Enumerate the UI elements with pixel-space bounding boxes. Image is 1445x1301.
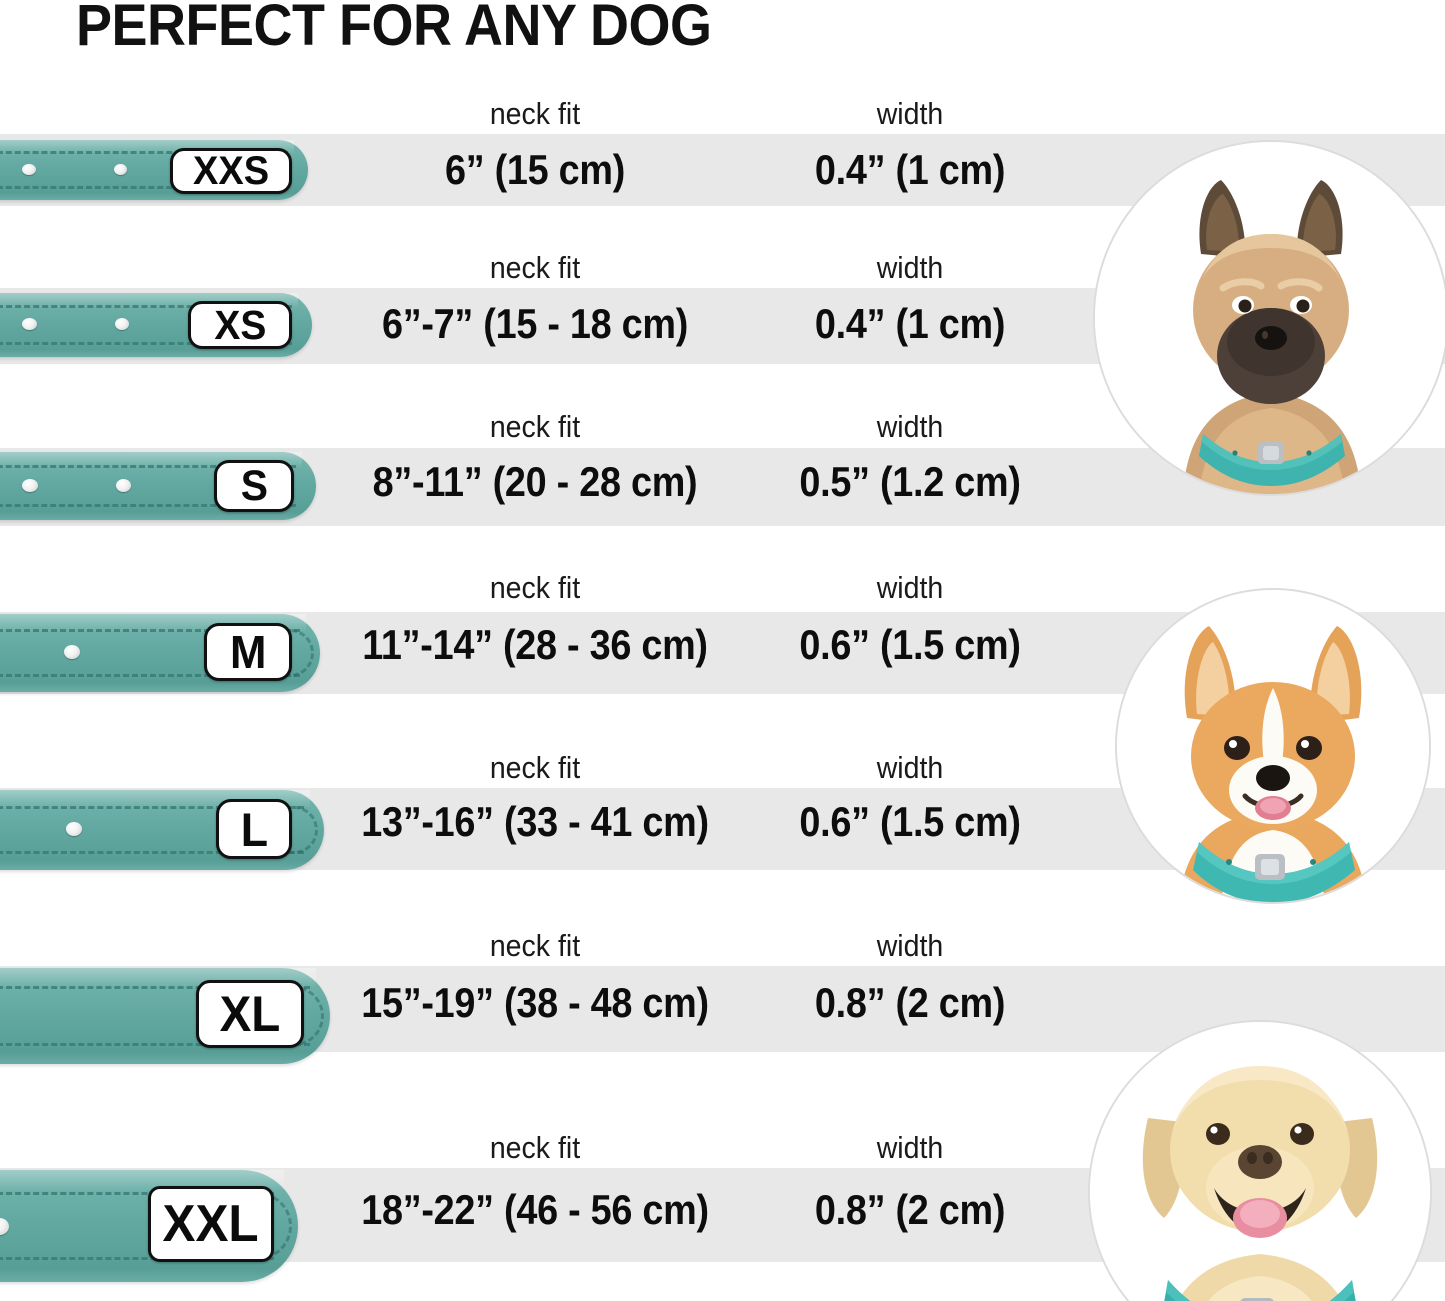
neck-fit-header: neck fit [489, 928, 581, 963]
width-header: width [876, 928, 944, 963]
width-value: 0.8” (2 cm) [814, 979, 1006, 1026]
neck-fit-header: neck fit [489, 750, 581, 785]
size-badge-label: XXL [162, 1195, 260, 1253]
collar-eyelet [64, 645, 80, 659]
width-header: width [876, 1130, 944, 1165]
neck-fit-value: 6”-7” (15 - 18 cm) [381, 300, 689, 347]
page-title: PERFECT FOR ANY DOG [76, 0, 712, 58]
neck-fit-value: 18”-22” (46 - 56 cm) [361, 1186, 709, 1233]
size-badge-label: L [240, 802, 268, 856]
width-header: width [876, 750, 944, 785]
width-value: 0.4” (1 cm) [814, 146, 1006, 193]
size-badge-s: S [214, 460, 294, 512]
size-badge-label: XL [219, 986, 281, 1042]
neck-fit-value: 11”-14” (28 - 36 cm) [362, 621, 708, 668]
size-badge-label: S [240, 461, 268, 510]
width-value: 0.6” (1.5 cm) [799, 621, 1021, 668]
size-badge-xxs: XXS [170, 148, 292, 194]
size-badge-xl: XL [196, 980, 304, 1048]
size-badge-label: XXS [192, 149, 270, 193]
width-value: 0.5” (1.2 cm) [799, 458, 1021, 505]
width-value: 0.6” (1.5 cm) [799, 798, 1021, 845]
neck-fit-header: neck fit [489, 250, 581, 285]
size-badge-xxl: XXL [148, 1186, 274, 1262]
neck-fit-value: 6” (15 cm) [444, 146, 626, 193]
neck-fit-value: 8”-11” (20 - 28 cm) [372, 458, 698, 505]
width-header: width [876, 250, 944, 285]
size-badge-l: L [216, 799, 292, 859]
neck-fit-header: neck fit [489, 409, 581, 444]
width-header: width [876, 96, 944, 131]
size-badge-label: M [229, 626, 267, 678]
width-header: width [876, 409, 944, 444]
collar-eyelet [22, 479, 38, 492]
labrador-illustration [1090, 1022, 1430, 1301]
collar-eyelet [66, 822, 82, 836]
terrier-illustration [1095, 142, 1445, 494]
collar-eyelet [116, 479, 131, 492]
cairn-terrier-photo [1093, 140, 1445, 496]
size-badge-xs: XS [188, 301, 292, 349]
collar-eyelet [22, 318, 37, 330]
size-badge-m: M [204, 623, 292, 681]
corgi-photo [1115, 588, 1431, 904]
neck-fit-value: 15”-19” (38 - 48 cm) [361, 979, 709, 1026]
collar-eyelet [115, 318, 129, 330]
width-value: 0.4” (1 cm) [814, 300, 1006, 347]
labrador-photo [1088, 1020, 1432, 1301]
size-badge-label: XS [214, 301, 266, 348]
collar-eyelet [0, 1218, 9, 1235]
collar-eyelet [114, 164, 127, 175]
neck-fit-header: neck fit [489, 96, 581, 131]
corgi-illustration [1117, 590, 1429, 902]
neck-fit-value: 13”-16” (33 - 41 cm) [361, 798, 709, 845]
neck-fit-header: neck fit [489, 1130, 581, 1165]
neck-fit-header: neck fit [489, 570, 581, 605]
width-header: width [876, 570, 944, 605]
collar-eyelet [22, 164, 36, 175]
width-value: 0.8” (2 cm) [814, 1186, 1006, 1233]
